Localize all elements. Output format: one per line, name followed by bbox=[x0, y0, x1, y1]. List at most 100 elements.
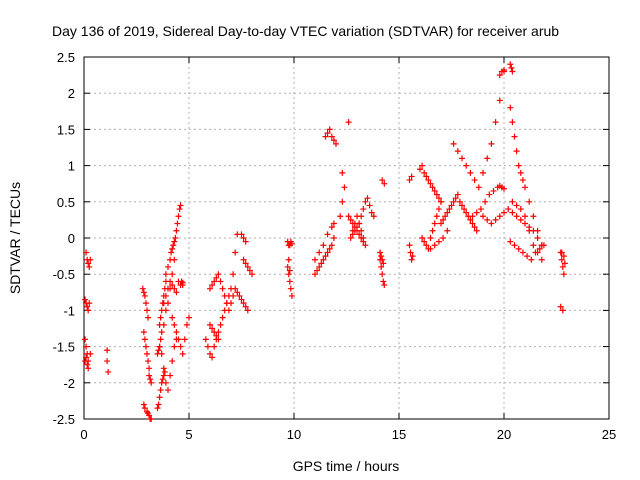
data-point-marker bbox=[322, 133, 329, 140]
x-tick-label: 25 bbox=[602, 427, 616, 442]
data-point-marker bbox=[328, 133, 335, 140]
data-point-marker bbox=[444, 209, 451, 216]
data-point-marker bbox=[141, 292, 148, 299]
data-point-marker bbox=[179, 350, 186, 357]
data-point-marker bbox=[351, 227, 358, 234]
data-point-marker bbox=[238, 296, 245, 303]
data-point-marker bbox=[165, 387, 171, 394]
data-point-marker bbox=[234, 289, 241, 296]
data-point-marker bbox=[379, 177, 386, 184]
data-point-marker bbox=[219, 285, 226, 292]
data-point-marker bbox=[427, 245, 434, 252]
data-point-marker bbox=[467, 169, 474, 176]
data-point-marker bbox=[469, 220, 476, 227]
data-point-marker bbox=[536, 245, 543, 252]
data-point-marker bbox=[446, 206, 453, 213]
data-point-marker bbox=[165, 285, 171, 292]
data-point-marker bbox=[177, 202, 184, 209]
data-point-marker bbox=[82, 336, 89, 343]
data-point-marker bbox=[379, 271, 386, 278]
data-point-marker bbox=[312, 271, 318, 278]
data-point-marker bbox=[232, 285, 239, 292]
data-point-marker bbox=[409, 253, 416, 260]
data-point-marker bbox=[147, 376, 154, 383]
data-point-marker bbox=[146, 412, 153, 419]
data-point-marker bbox=[381, 180, 388, 187]
data-point-marker bbox=[221, 292, 228, 299]
data-point-marker bbox=[515, 162, 522, 169]
data-point-marker bbox=[170, 242, 177, 249]
data-point-marker bbox=[179, 279, 186, 286]
data-point-marker bbox=[528, 256, 535, 263]
y-tick-label: 0.5 bbox=[57, 195, 75, 210]
data-point-marker bbox=[176, 206, 183, 213]
data-point-marker bbox=[87, 256, 94, 263]
data-point-marker bbox=[534, 235, 541, 241]
data-point-marker bbox=[86, 263, 93, 270]
data-point-marker bbox=[288, 240, 295, 247]
data-point-marker bbox=[337, 213, 344, 220]
data-point-marker bbox=[167, 372, 174, 379]
data-point-marker bbox=[517, 216, 524, 223]
data-point-marker bbox=[370, 213, 377, 220]
data-point-marker bbox=[240, 256, 247, 263]
data-point-marker bbox=[435, 195, 442, 202]
data-point-marker bbox=[517, 169, 524, 176]
x-axis-label: GPS time / hours bbox=[293, 458, 400, 474]
x-tick-label: 20 bbox=[497, 427, 511, 442]
data-point-marker bbox=[362, 198, 369, 205]
data-point-marker bbox=[463, 162, 470, 169]
data-point-marker bbox=[454, 191, 461, 198]
data-point-marker bbox=[157, 314, 164, 321]
data-point-marker bbox=[242, 303, 249, 310]
data-point-marker bbox=[83, 343, 90, 350]
data-point-marker bbox=[429, 184, 436, 191]
data-point-marker bbox=[314, 267, 321, 274]
data-point-marker bbox=[360, 235, 367, 241]
data-point-marker bbox=[368, 209, 375, 216]
data-point-marker bbox=[354, 224, 360, 231]
data-point-marker bbox=[475, 184, 482, 191]
data-point-marker bbox=[183, 321, 190, 328]
data-point-marker bbox=[105, 368, 112, 375]
data-point-marker bbox=[435, 206, 442, 213]
data-point-marker bbox=[209, 325, 216, 332]
data-point-marker bbox=[175, 278, 182, 285]
y-tick-label: -1 bbox=[63, 303, 75, 318]
data-point-marker bbox=[379, 256, 386, 263]
data-point-marker bbox=[82, 296, 89, 303]
data-point-marker bbox=[459, 202, 465, 209]
data-point-marker bbox=[347, 235, 354, 241]
data-point-marker bbox=[139, 285, 146, 292]
data-point-marker bbox=[85, 365, 92, 372]
data-point-marker bbox=[360, 206, 367, 213]
data-point-marker bbox=[240, 235, 247, 241]
data-point-marker bbox=[144, 307, 150, 314]
data-point-marker bbox=[431, 187, 438, 194]
data-point-marker bbox=[530, 242, 537, 249]
data-point-marker bbox=[364, 195, 371, 202]
data-point-marker bbox=[507, 238, 514, 245]
data-point-marker bbox=[157, 336, 164, 343]
data-point-marker bbox=[157, 387, 164, 394]
data-point-marker bbox=[215, 336, 222, 343]
data-point-marker bbox=[326, 245, 333, 252]
data-point-marker bbox=[207, 321, 213, 328]
data-points bbox=[82, 61, 568, 422]
data-point-marker bbox=[236, 292, 243, 299]
data-point-marker bbox=[288, 292, 295, 299]
data-point-marker bbox=[104, 358, 111, 365]
data-point-marker bbox=[316, 249, 323, 256]
data-point-marker bbox=[490, 187, 497, 194]
data-point-marker bbox=[211, 278, 218, 285]
data-point-marker bbox=[381, 282, 388, 289]
data-point-marker bbox=[532, 249, 539, 256]
data-point-marker bbox=[347, 216, 354, 223]
data-point-marker bbox=[461, 206, 468, 213]
data-point-marker bbox=[85, 260, 92, 267]
data-point-marker bbox=[82, 358, 89, 365]
data-point-marker bbox=[207, 285, 213, 292]
data-point-marker bbox=[509, 119, 516, 126]
data-point-marker bbox=[406, 242, 413, 249]
data-point-marker bbox=[155, 401, 162, 408]
